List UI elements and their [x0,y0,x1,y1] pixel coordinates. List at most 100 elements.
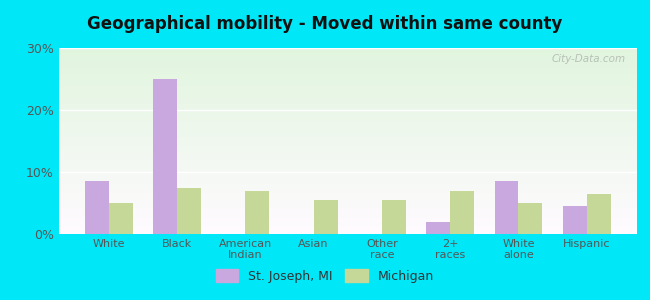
Bar [58,195,637,197]
Bar [58,169,637,171]
Bar [58,158,637,160]
Bar [58,148,637,150]
Bar [58,76,637,78]
Bar [382,200,406,234]
Bar [58,65,637,67]
Bar [58,206,637,208]
Bar [58,48,637,50]
Bar [58,50,637,52]
Bar [58,180,637,182]
Bar [153,79,177,234]
Bar [58,143,637,145]
Bar [58,83,637,85]
Bar [58,74,637,76]
Bar [58,172,637,175]
Bar [58,70,637,72]
Bar [58,214,637,215]
Bar [58,160,637,161]
Bar [58,132,637,134]
Bar [58,94,637,96]
Bar [58,110,637,111]
Bar [58,56,637,57]
Bar [58,128,637,130]
Bar [58,80,637,82]
Bar [58,124,637,126]
Bar [58,215,637,217]
Bar [58,188,637,189]
Bar [58,161,637,163]
Bar [245,190,269,234]
Bar [58,176,637,178]
Bar [58,212,637,214]
Bar [58,130,637,132]
Bar [58,141,637,143]
Bar [58,137,637,139]
Bar [58,217,637,219]
Bar [58,106,637,107]
Bar [58,82,637,83]
Bar [58,193,637,195]
Bar [58,223,637,225]
Bar [58,57,637,59]
Bar [58,134,637,135]
Bar [58,156,637,158]
Bar [58,184,637,186]
Bar [58,67,637,68]
Bar [495,181,519,234]
Bar [109,203,133,234]
Bar [58,78,637,80]
Bar [58,230,637,232]
Text: Geographical mobility - Moved within same county: Geographical mobility - Moved within sam… [87,15,563,33]
Bar [58,104,637,106]
Bar [58,232,637,234]
Bar [58,107,637,110]
Bar [58,85,637,87]
Bar [450,190,474,234]
Bar [313,200,337,234]
Bar [58,200,637,202]
Bar [58,119,637,121]
Bar [58,115,637,117]
Bar [58,117,637,119]
Bar [58,100,637,102]
Bar [58,126,637,128]
Bar [58,175,637,176]
Bar [587,194,611,234]
Bar [58,226,637,228]
Text: City-Data.com: City-Data.com [551,54,625,64]
Bar [58,111,637,113]
Bar [58,208,637,210]
Bar [58,122,637,124]
Bar [58,210,637,212]
Bar [58,165,637,167]
Bar [177,188,201,234]
Bar [58,113,637,115]
Bar [58,154,637,156]
Bar [58,59,637,61]
Bar [58,52,637,54]
Bar [58,139,637,141]
Bar [58,219,637,221]
Bar [58,189,637,191]
Bar [58,102,637,104]
Bar [58,93,637,94]
Bar [58,186,637,188]
Bar [58,96,637,98]
Legend: St. Joseph, MI, Michigan: St. Joseph, MI, Michigan [211,264,439,288]
Bar [58,167,637,169]
Bar [58,135,637,137]
Bar [58,145,637,147]
Bar [58,147,637,148]
Bar [58,91,637,93]
Bar [58,221,637,223]
Bar [58,72,637,74]
Bar [58,178,637,180]
Bar [58,191,637,193]
Bar [58,121,637,122]
Bar [58,61,637,63]
Bar [58,54,637,56]
Bar [58,171,637,172]
Bar [58,152,637,154]
Bar [58,63,637,65]
Bar [58,89,637,91]
